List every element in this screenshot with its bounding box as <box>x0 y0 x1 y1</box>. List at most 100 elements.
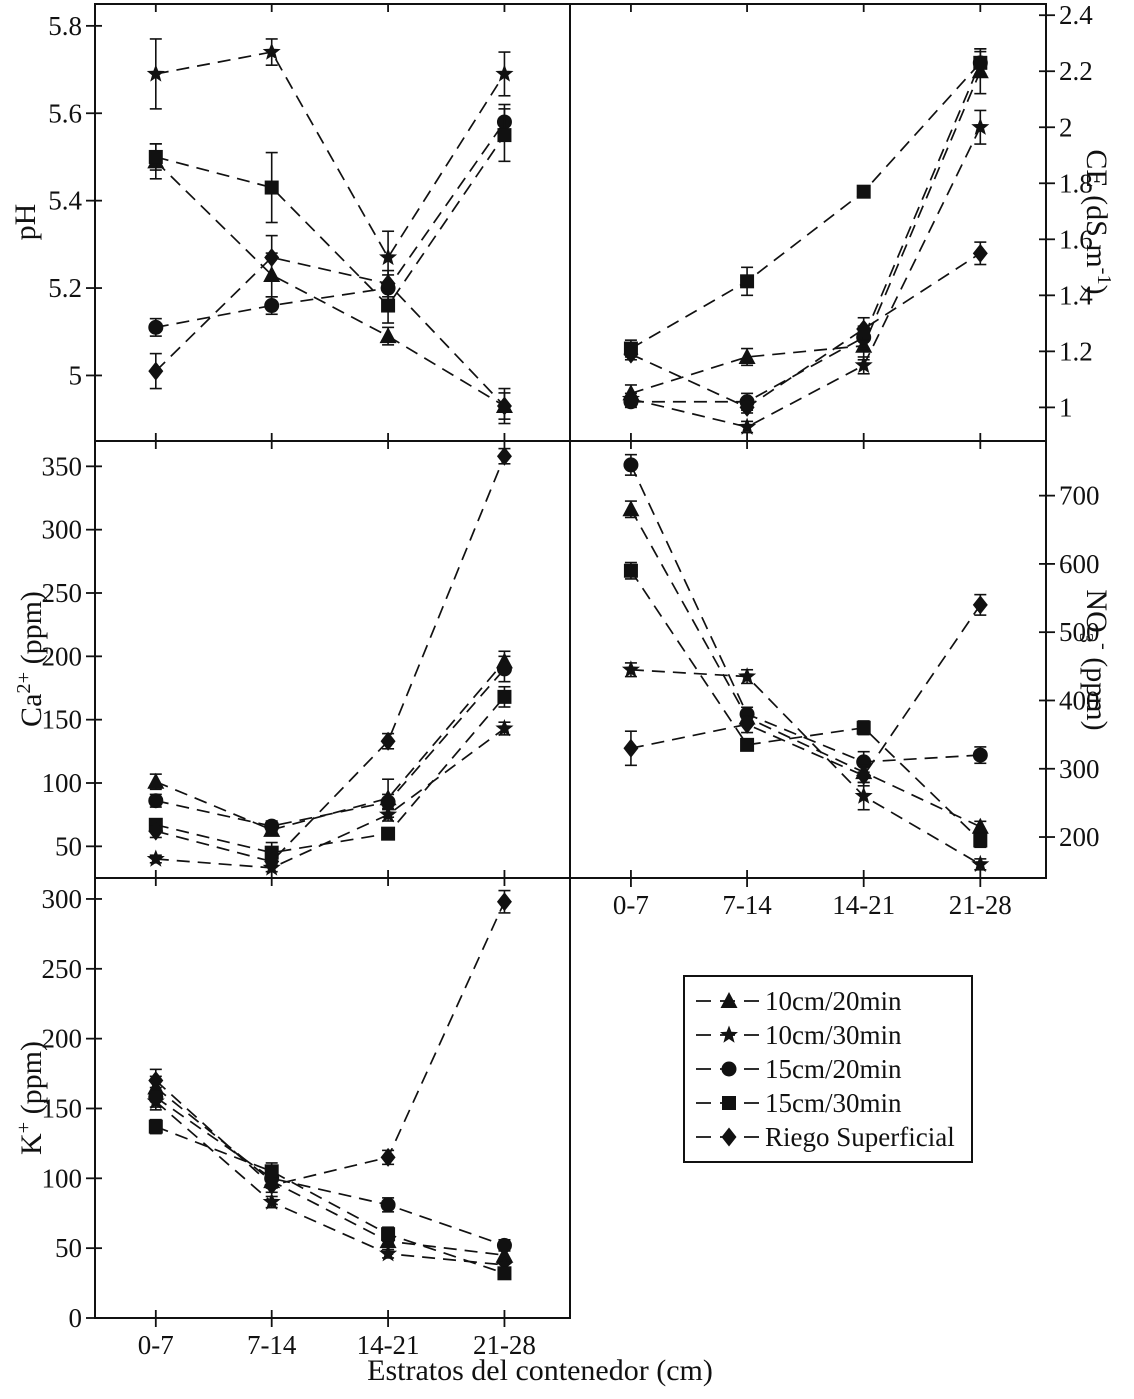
axis-title-sup: - <box>1093 642 1115 650</box>
series-triangle <box>622 500 989 834</box>
series-diamond <box>148 446 512 872</box>
series-triangle <box>147 143 513 420</box>
series-square <box>623 561 988 849</box>
series-diamond <box>623 593 988 787</box>
series-triangle <box>622 48 989 403</box>
series-triangle <box>147 1075 513 1263</box>
legend-label: 15cm/20min <box>765 1053 902 1084</box>
panel-ph: 5 5.2 5.4 5.6 5.8 <box>48 3 571 442</box>
x-tick-label: 7-14 <box>247 1330 297 1360</box>
series-circle <box>148 103 512 337</box>
y-tick-label: 200 <box>1059 822 1100 852</box>
y-tick-label: 350 <box>42 451 83 481</box>
legend-item: 10cm/20min <box>694 984 962 1018</box>
y-tick-label: 500 <box>1059 617 1100 647</box>
axis-title-text: ) <box>1080 284 1113 295</box>
y-tick-label: 2 <box>1059 112 1073 142</box>
y-tick-label: 300 <box>1059 754 1100 784</box>
y-tick-label: 200 <box>42 641 83 671</box>
y-tick-label: 300 <box>42 884 83 914</box>
series-diamond <box>148 234 512 425</box>
axis-title-text: CE (dS m <box>1080 149 1113 268</box>
legend: 10cm/20min 10cm/30min 15cm/20min 15cm/30min… <box>683 975 973 1163</box>
axis-title-text: (ppm) <box>15 1041 48 1122</box>
y-axis-title-ph: pH <box>6 72 46 372</box>
x-tick-label: 0-7 <box>613 890 649 920</box>
series-star <box>146 1092 514 1273</box>
legend-marker-square <box>696 1096 762 1110</box>
y-tick-label: 50 <box>55 831 82 861</box>
series-circle <box>623 48 988 411</box>
y-tick-label: 0 <box>69 1303 83 1333</box>
y-tick-label: 5.8 <box>48 11 82 41</box>
panel-no3: 200 300 400 500 600 700 0-7 7-14 14-21 21-28 <box>569 440 1100 920</box>
x-tick-label: 7-14 <box>722 890 772 920</box>
legend-label: 10cm/30min <box>765 1019 902 1050</box>
y-tick-label: 150 <box>42 705 83 735</box>
series-square <box>148 685 512 864</box>
y-tick-label: 5 <box>69 360 83 390</box>
legend-marker-star <box>696 1025 762 1043</box>
panel-ca: 50 100 150 200 250 300 350 <box>42 440 571 879</box>
axis-title-text: Ca <box>15 693 48 727</box>
y-tick-label: 600 <box>1059 549 1100 579</box>
series-star <box>621 109 990 435</box>
y-axis-title-k: K+ (ppm) <box>4 948 48 1248</box>
y-tick-label: 2.4 <box>1059 0 1093 30</box>
y-tick-label: 50 <box>55 1233 82 1263</box>
y-tick-label: 5.6 <box>48 98 82 128</box>
series-square <box>623 50 988 358</box>
y-axis-title-no3: NO3- (ppm) <box>1075 510 1124 810</box>
y-tick-label: 400 <box>1059 685 1100 715</box>
legend-marker-triangle <box>696 992 762 1008</box>
x-tick-label: 14-21 <box>357 1330 420 1360</box>
x-tick-label: 14-21 <box>832 890 895 920</box>
y-tick-label: 1.6 <box>1059 224 1093 254</box>
legend-label: 10cm/20min <box>765 985 902 1016</box>
y-tick-label: 200 <box>42 1024 83 1054</box>
legend-label: 15cm/30min <box>765 1087 902 1118</box>
y-tick-label: 1.4 <box>1059 280 1093 310</box>
x-axis-title: Estratos del contenedor (cm) <box>367 1354 713 1387</box>
axis-title-sup: 2+ <box>13 671 35 694</box>
y-axis-title-ca: Ca2+ (ppm) <box>4 509 48 809</box>
legend-marker-diamond <box>696 1127 762 1147</box>
y-tick-label: 1.8 <box>1059 168 1093 198</box>
axis-title-text: NO <box>1080 589 1113 633</box>
x-tick-label: 21-28 <box>473 1330 536 1360</box>
axis-title-text: K <box>15 1133 48 1155</box>
legend-item: 10cm/30min <box>694 1018 962 1052</box>
y-tick-label: 250 <box>42 578 83 608</box>
axis-title-text: pH <box>9 203 42 241</box>
axis-title-sup: + <box>13 1121 35 1134</box>
y-tick-label: 2.2 <box>1059 56 1093 86</box>
y-tick-label: 700 <box>1059 481 1100 511</box>
panel-ce: 1 1.2 1.4 1.6 1.8 2 2.2 2.4 <box>569 0 1093 442</box>
legend-item: 15cm/30min <box>694 1086 962 1120</box>
legend-marker-circle <box>696 1061 762 1077</box>
legend-label: Riego Superficial <box>765 1121 955 1152</box>
series-diamond <box>623 241 988 417</box>
series-circle <box>148 655 512 834</box>
y-tick-label: 300 <box>42 515 83 545</box>
series-triangle <box>147 650 513 837</box>
x-tick-label: 0-7 <box>138 1330 174 1360</box>
y-tick-label: 5.4 <box>48 186 82 216</box>
y-tick-label: 1 <box>1059 392 1073 422</box>
series-star <box>146 38 514 285</box>
series-diamond <box>148 889 512 1195</box>
series-star <box>621 660 990 872</box>
series-square <box>148 108 512 324</box>
axis-title-sub: 3 <box>1075 632 1097 643</box>
legend-item: Riego Superficial <box>694 1120 962 1154</box>
series-square <box>148 1118 512 1281</box>
y-axis-title-ce: CE (dS m-1) <box>1080 72 1124 372</box>
y-tick-label: 5.2 <box>48 273 82 303</box>
y-tick-label: 250 <box>42 954 83 984</box>
legend-item: 15cm/20min <box>694 1052 962 1086</box>
panel-k: 0 50 100 150 200 250 300 0-7 7-14 14-21 21-28 <box>42 877 571 1360</box>
y-tick-label: 100 <box>42 768 83 798</box>
axis-title-sup: -1 <box>1093 267 1115 285</box>
